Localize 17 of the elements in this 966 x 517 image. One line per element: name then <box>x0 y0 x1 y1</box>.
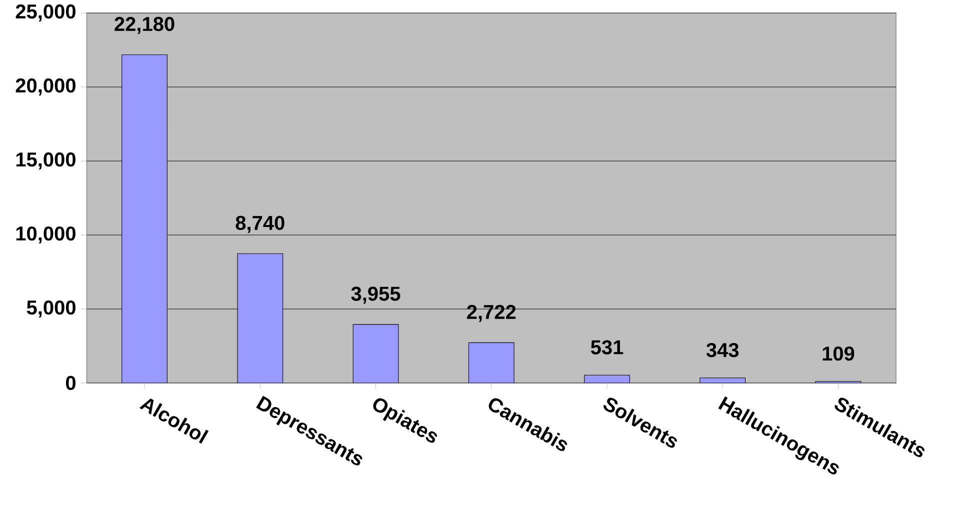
data-label: 343 <box>706 342 739 358</box>
bar <box>352 324 399 383</box>
data-label: 3,955 <box>351 286 400 304</box>
bar <box>122 54 168 383</box>
data-label: 109 <box>822 346 854 360</box>
y-tick-label: 15,000 <box>16 152 76 170</box>
y-tick-label: 0 <box>66 376 76 390</box>
data-label: 8,740 <box>236 216 284 233</box>
y-tick-label: 5,000 <box>26 300 76 318</box>
data-label: 2,722 <box>467 304 516 322</box>
data-label: 531 <box>590 340 624 354</box>
y-tick-label: 10,000 <box>16 226 76 244</box>
data-label: 22,180 <box>114 16 174 34</box>
bar <box>237 253 284 383</box>
bar <box>468 342 514 383</box>
y-tick-label: 20,000 <box>16 78 76 96</box>
y-tick-label: 25,000 <box>16 4 76 22</box>
